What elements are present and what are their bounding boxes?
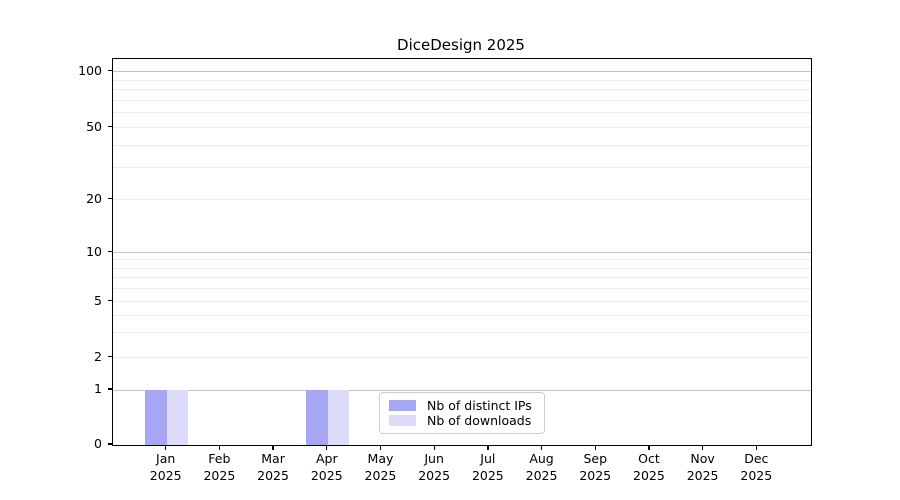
- bar-nb-of-distinct-ips-apr: [306, 390, 328, 445]
- y-tick-label: 1: [94, 381, 102, 396]
- legend: Nb of distinct IPs Nb of downloads: [379, 392, 545, 434]
- minor-gridline: [113, 259, 811, 261]
- y-tick-label: 0: [94, 436, 102, 451]
- x-tick-label: Jan 2025: [149, 451, 182, 483]
- plot-area: [112, 58, 812, 446]
- legend-item: Nb of downloads: [389, 413, 535, 428]
- minor-gridline: [113, 301, 811, 302]
- x-tick-mark: [540, 445, 543, 450]
- y-tick-mark: [107, 125, 112, 128]
- x-tick-mark: [326, 445, 328, 450]
- y-tick-label: 2: [94, 348, 102, 364]
- x-tick-label: Apr 2025: [310, 451, 343, 483]
- x-tick-label: Jul 2025: [471, 451, 504, 483]
- major-gridline: [113, 252, 811, 253]
- legend-label: Nb of downloads: [427, 413, 532, 428]
- x-tick-mark: [487, 445, 489, 450]
- x-tick-label: Oct 2025: [633, 451, 665, 483]
- bar-nb-of-downloads-apr: [327, 390, 350, 445]
- y-tick-mark: [107, 69, 112, 72]
- major-gridline: [113, 71, 811, 72]
- x-tick-mark: [594, 445, 596, 450]
- x-tick-mark: [218, 445, 221, 450]
- chart-title: DiceDesign 2025: [397, 36, 525, 54]
- minor-gridline: [113, 167, 811, 169]
- y-tick-mark: [107, 197, 112, 200]
- y-tick-label: 10: [86, 243, 102, 259]
- y-tick-mark: [107, 299, 112, 302]
- bar-nb-of-distinct-ips-jan: [145, 390, 167, 445]
- legend-label: Nb of distinct IPs: [427, 398, 532, 413]
- x-tick-label: Nov 2025: [686, 451, 719, 483]
- x-tick-label: Feb 2025: [203, 451, 236, 483]
- minor-gridline: [113, 199, 811, 200]
- major-gridline: [113, 389, 811, 391]
- x-tick-mark: [165, 445, 167, 450]
- y-tick-label: 5: [94, 292, 102, 308]
- minor-gridline: [113, 288, 811, 290]
- legend-swatch: [389, 415, 416, 426]
- minor-gridline: [113, 267, 811, 269]
- minor-gridline: [113, 127, 811, 128]
- y-tick-mark: [107, 355, 112, 358]
- minor-gridline: [113, 99, 811, 101]
- x-tick-mark: [702, 445, 704, 450]
- x-tick-label: Jun 2025: [418, 451, 451, 483]
- legend-swatch: [389, 400, 416, 411]
- y-tick-mark: [107, 388, 112, 390]
- minor-gridline: [113, 79, 811, 81]
- y-tick-label: 50: [86, 118, 102, 134]
- bar-nb-of-downloads-jan: [166, 390, 189, 445]
- minor-gridline: [113, 144, 811, 146]
- y-tick-mark: [107, 443, 112, 445]
- legend-item: Nb of distinct IPs: [389, 398, 535, 413]
- x-tick-label: May 2025: [364, 451, 397, 483]
- x-tick-label: Aug 2025: [525, 451, 558, 483]
- x-tick-label: Mar 2025: [257, 451, 289, 483]
- x-tick-mark: [272, 445, 274, 450]
- x-tick-mark: [648, 445, 650, 450]
- minor-gridline: [113, 89, 811, 91]
- minor-gridline: [113, 332, 811, 334]
- minor-gridline: [113, 112, 811, 114]
- x-tick-mark: [379, 445, 382, 450]
- minor-gridline: [113, 277, 811, 279]
- minor-gridline: [113, 314, 811, 316]
- x-tick-mark: [433, 445, 435, 450]
- x-tick-mark: [755, 445, 757, 450]
- x-tick-label: Dec 2025: [740, 451, 773, 483]
- x-tick-label: Sep 2025: [579, 451, 612, 483]
- y-tick-label: 20: [86, 190, 102, 206]
- y-tick-mark: [107, 250, 112, 253]
- y-tick-label: 100: [78, 62, 102, 78]
- minor-gridline: [113, 357, 811, 358]
